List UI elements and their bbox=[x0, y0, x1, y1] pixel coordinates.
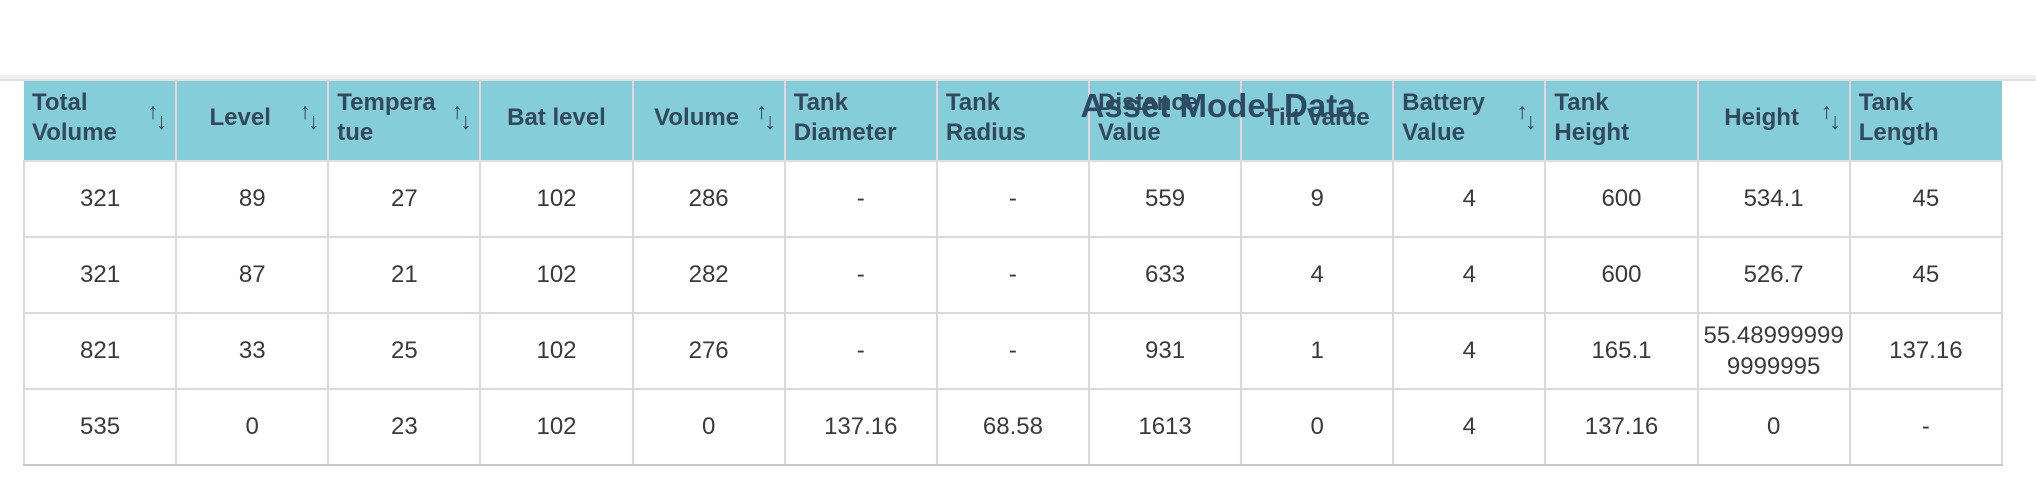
table-cell-distance-value: 1613 bbox=[1087, 388, 1243, 466]
column-header-tank-height: Tank Height bbox=[1544, 75, 1698, 161]
table-cell-bat-level: 102 bbox=[479, 312, 634, 390]
table-cell-tank-height: 165.1 bbox=[1544, 312, 1699, 390]
column-header-total-volume[interactable]: Total Volume ↑ ↓ bbox=[24, 75, 177, 161]
asset-model-table: Total Volume ↑ ↓ Level ↑ ↓ Tempera tue ↑ ↓ Bat le… bbox=[22, 75, 2004, 466]
table-cell-tank-radius: 68.58 bbox=[935, 388, 1090, 466]
table-cell-tank-diameter: - bbox=[783, 312, 938, 390]
table-cell-total-volume: 535 bbox=[22, 388, 178, 466]
table-cell-distance-value: 931 bbox=[1087, 312, 1243, 390]
table-row: 535 0 23 102 0 137.16 68.58 1613 0 4 137.16 0- bbox=[22, 388, 2004, 466]
table-header: Total Volume ↑ ↓ Level ↑ ↓ Tempera tue ↑ ↓ Bat le… bbox=[24, 75, 2002, 161]
table-cell-battery-value: 4 bbox=[1392, 236, 1547, 314]
table-cell-bat-level: 102 bbox=[479, 388, 634, 466]
table-row: 821 33 25 102 276- -931 1 4 165.1 55.489999999999… bbox=[22, 312, 2004, 390]
table-cell-tilt-value: 9 bbox=[1240, 160, 1395, 238]
column-header-tank-diameter: Tank Diameter bbox=[783, 75, 937, 161]
column-label: Battery Value bbox=[1402, 88, 1485, 146]
table-cell-tank-length: 137.16 bbox=[1848, 312, 2004, 390]
column-header-tilt-value: Tilt Value bbox=[1240, 75, 1394, 161]
table-cell-battery-value: 4 bbox=[1392, 160, 1547, 238]
table-cell-tempera-tue: 25 bbox=[327, 312, 482, 390]
table-cell-total-volume: 321 bbox=[22, 160, 178, 238]
table-cell-bat-level: 102 bbox=[479, 236, 634, 314]
table-cell-tempera-tue: 21 bbox=[327, 236, 482, 314]
sort-icon: ↑ ↓ bbox=[1516, 97, 1537, 134]
column-label: Level bbox=[209, 103, 271, 131]
table-cell-distance-value: 633 bbox=[1087, 236, 1243, 314]
column-label: Tempera tue bbox=[337, 88, 436, 146]
page-title: Asset Model Data bbox=[1080, 87, 1356, 124]
table-cell-volume: 282 bbox=[631, 236, 786, 314]
column-label: Tank Diameter bbox=[793, 88, 897, 146]
table-cell-level: 0 bbox=[175, 388, 330, 466]
table-cell-tank-radius: - bbox=[935, 312, 1090, 390]
column-header-distance-value: Distance Value bbox=[1087, 75, 1242, 161]
sort-icon: ↑ ↓ bbox=[1820, 97, 1841, 134]
column-label: Bat level bbox=[507, 103, 606, 131]
table-cell-tank-height: 600 bbox=[1544, 236, 1699, 314]
column-header-tempera-tue[interactable]: Tempera tue ↑ ↓ bbox=[327, 75, 481, 161]
table-cell-total-volume: 821 bbox=[22, 312, 178, 390]
table-cell-distance-value: 559 bbox=[1087, 160, 1243, 238]
column-label: Volume bbox=[654, 103, 740, 131]
table-cell-tank-radius: - bbox=[935, 160, 1090, 238]
table-cell-total-volume: 321 bbox=[22, 236, 178, 314]
table-cell-tank-length: 45 bbox=[1848, 160, 2004, 238]
table-body: 321 89 27 102 286- -559 9 4 600 534.1 45 321 87 21 102… bbox=[22, 160, 2004, 466]
table-cell-tank-length: 45 bbox=[1848, 236, 2004, 314]
table-cell-level: 33 bbox=[175, 312, 330, 390]
table-cell-tank-diameter: 137.16 bbox=[783, 388, 938, 466]
table-cell-battery-value: 4 bbox=[1392, 312, 1547, 390]
sort-icon: ↑ ↓ bbox=[299, 97, 320, 134]
table-cell-tempera-tue: 27 bbox=[327, 160, 482, 238]
table-cell-volume: 276 bbox=[631, 312, 786, 390]
column-header-height[interactable]: Height ↑ ↓ bbox=[1696, 75, 1850, 161]
table-cell-tilt-value: 0 bbox=[1240, 388, 1395, 466]
column-label: Tank Height bbox=[1554, 88, 1630, 146]
column-label: Total Volume bbox=[32, 88, 117, 146]
table-cell-height: 534.1 bbox=[1696, 160, 1851, 238]
table-cell-tank-height: 600 bbox=[1544, 160, 1699, 238]
table-row: 321 87 21 102 282- -633 4 4 600 526.7 45 bbox=[22, 236, 2004, 314]
column-label: Tank Radius bbox=[945, 88, 1026, 146]
table-header-row: Total Volume ↑ ↓ Level ↑ ↓ Tempera tue ↑ ↓ Bat le… bbox=[24, 75, 2002, 161]
table-cell-tank-diameter: - bbox=[783, 160, 938, 238]
table-cell-tilt-value: 1 bbox=[1240, 312, 1395, 390]
table-cell-volume: 0 bbox=[631, 388, 786, 466]
table-cell-battery-value: 4 bbox=[1392, 388, 1547, 466]
column-label: Tank Length bbox=[1858, 88, 1939, 146]
column-header-bat-level: Bat level bbox=[479, 75, 633, 161]
column-header-battery-value[interactable]: Battery Value ↑ ↓ bbox=[1392, 75, 1546, 161]
sort-icon: ↑ ↓ bbox=[755, 97, 776, 134]
table-cell-height: 0 bbox=[1696, 388, 1851, 466]
table-cell-volume: 286 bbox=[631, 160, 786, 238]
column-header-tank-length: Tank Length bbox=[1848, 75, 2002, 161]
sort-icon: ↑ ↓ bbox=[451, 97, 472, 134]
column-header-level[interactable]: Level ↑ ↓ bbox=[175, 75, 329, 161]
sort-icon: ↑ ↓ bbox=[147, 97, 168, 134]
table-cell-level: 87 bbox=[175, 236, 330, 314]
table-cell-height: 55.489999999999995 bbox=[1696, 312, 1851, 390]
top-divider bbox=[0, 75, 2036, 81]
table-cell-tank-radius: - bbox=[935, 236, 1090, 314]
column-header-tank-radius: Tank Radius bbox=[935, 75, 1089, 161]
table-row: 321 89 27 102 286- -559 9 4 600 534.1 45 bbox=[22, 160, 2004, 238]
column-label: Distance Value bbox=[1097, 88, 1199, 146]
table-cell-level: 89 bbox=[175, 160, 330, 238]
table-cell-tilt-value: 4 bbox=[1240, 236, 1395, 314]
column-label: Tilt Value bbox=[1264, 103, 1370, 131]
table-cell-height: 526.7 bbox=[1696, 236, 1851, 314]
table-cell-tank-length: - bbox=[1848, 388, 2004, 466]
column-label: Height bbox=[1724, 103, 1799, 131]
column-header-volume[interactable]: Volume ↑ ↓ bbox=[631, 75, 785, 161]
table-cell-tank-height: 137.16 bbox=[1544, 388, 1699, 466]
table-cell-tank-diameter: - bbox=[783, 236, 938, 314]
table-cell-tempera-tue: 23 bbox=[327, 388, 482, 466]
table-cell-bat-level: 102 bbox=[479, 160, 634, 238]
